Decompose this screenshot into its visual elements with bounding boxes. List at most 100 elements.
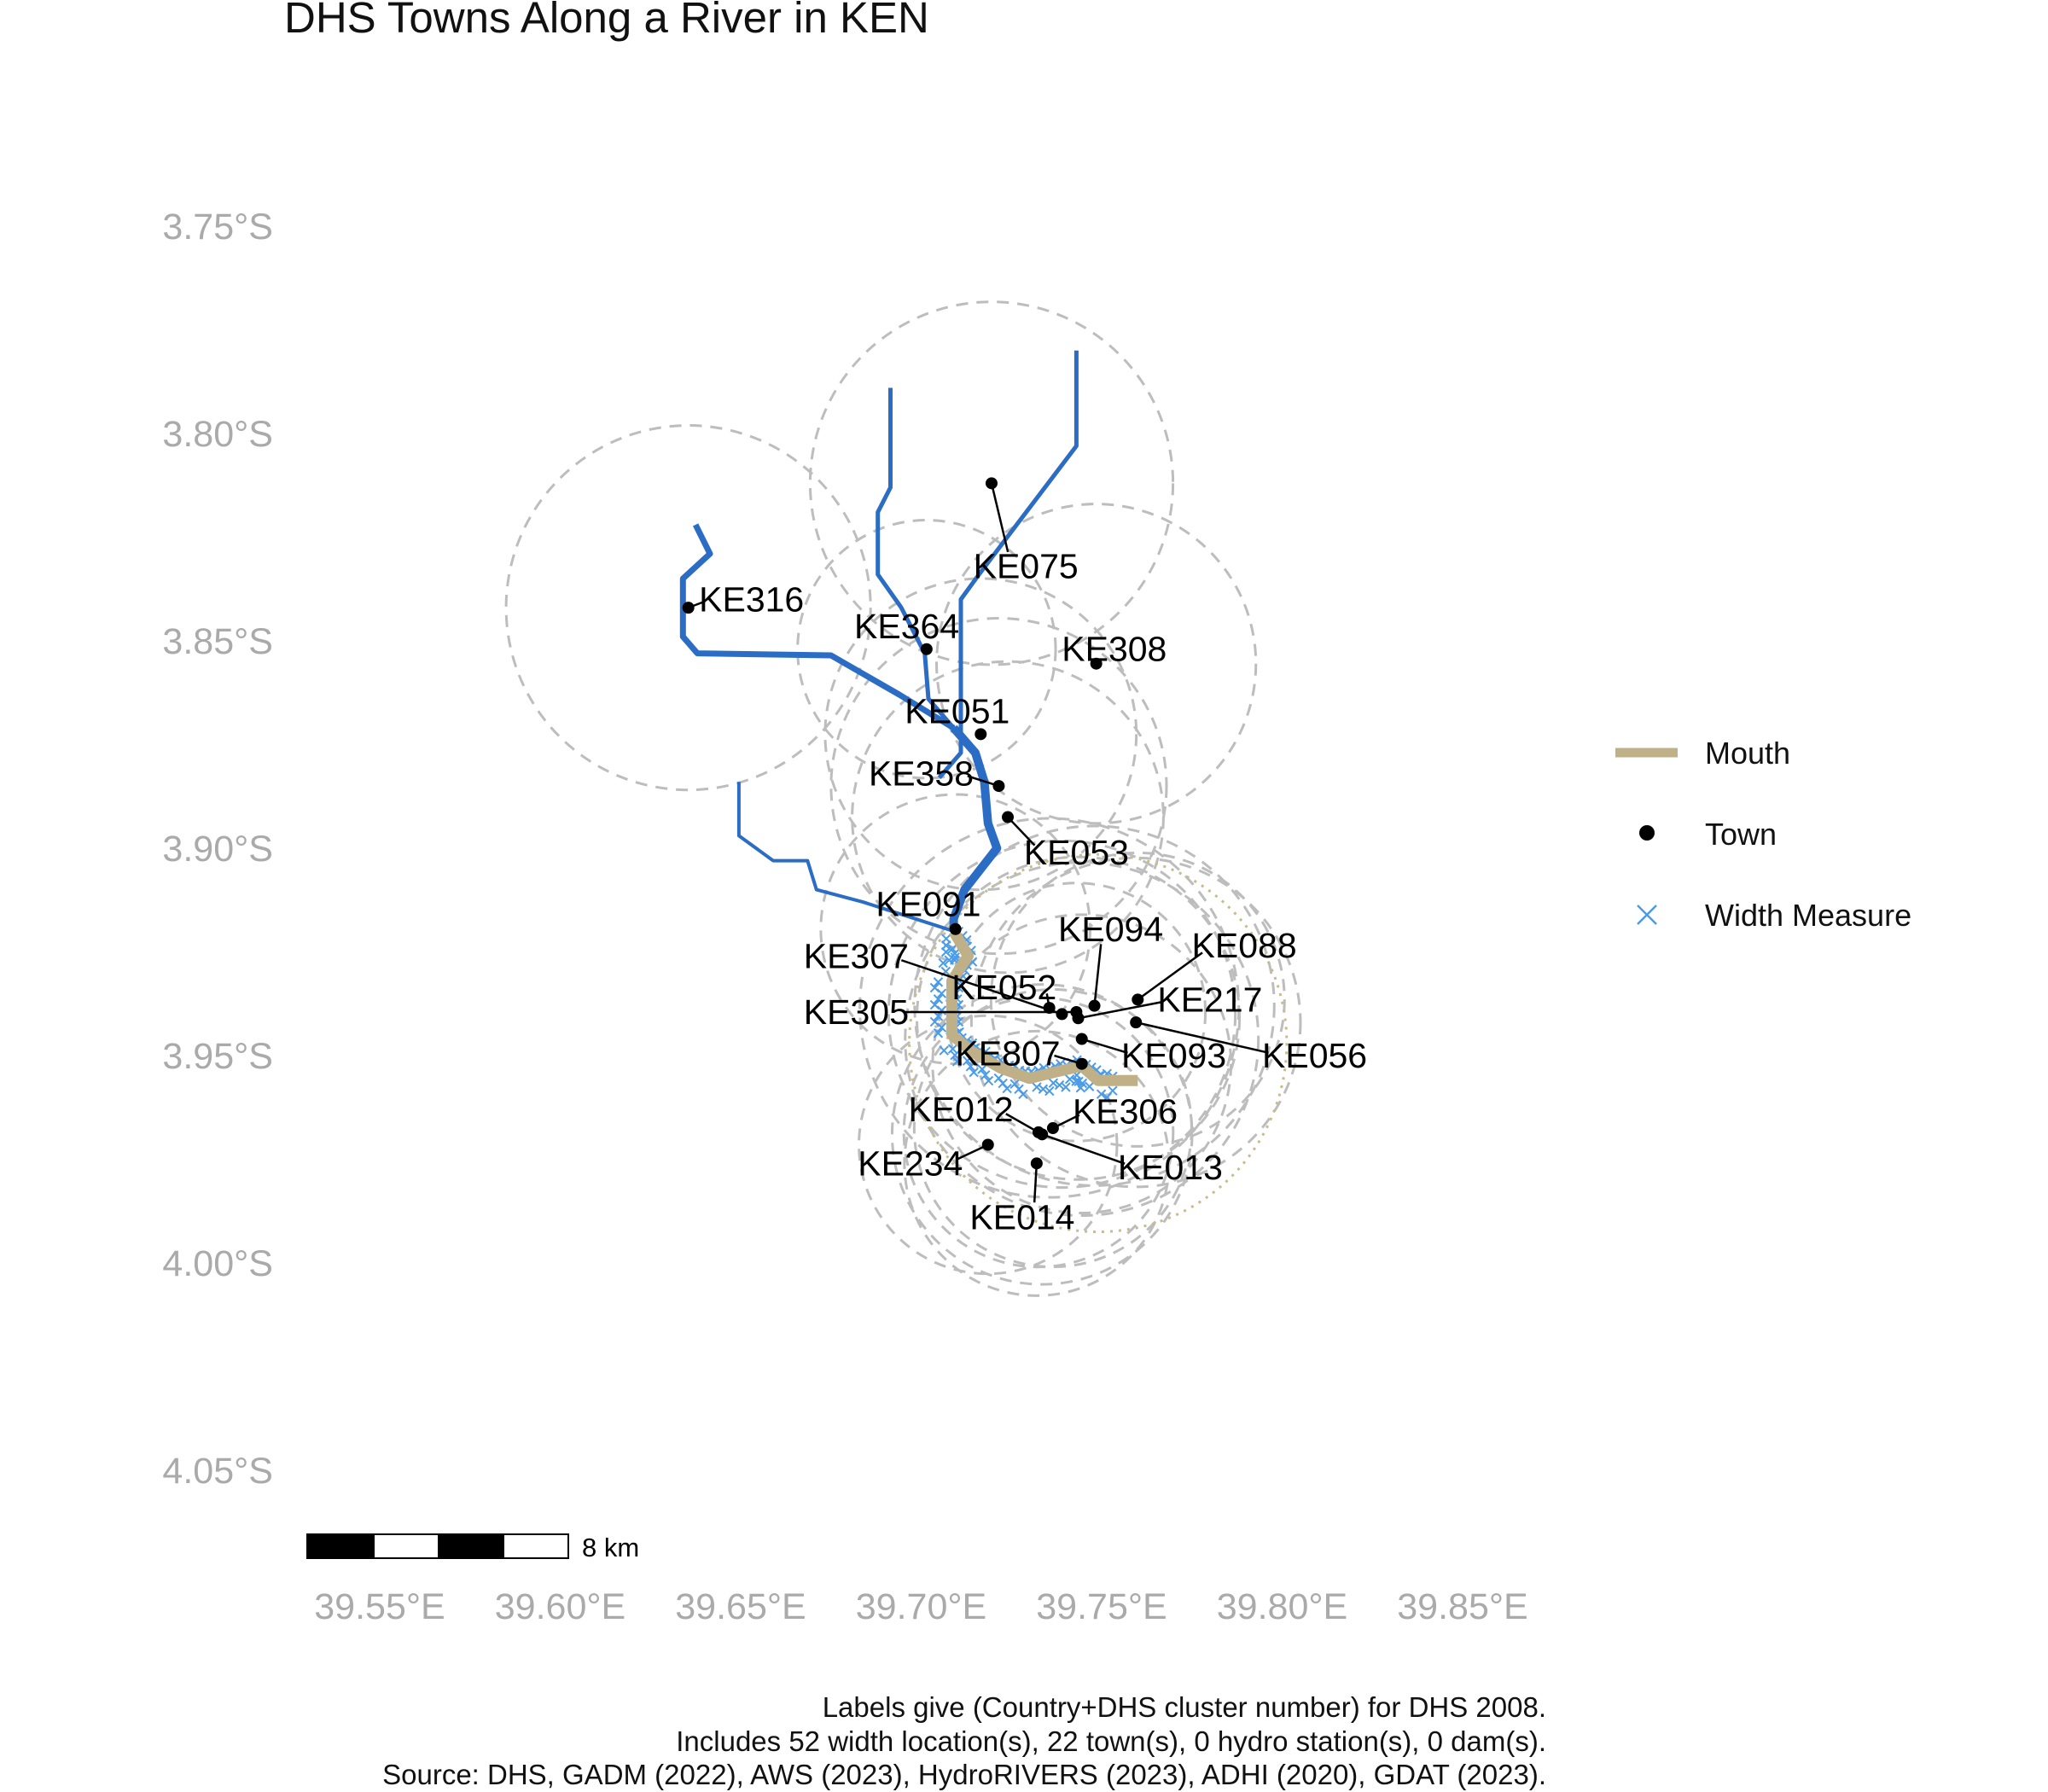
river-segment <box>679 523 956 731</box>
buffer-circle <box>823 577 1138 892</box>
scale-bar-segment <box>306 1533 375 1559</box>
river-mouth <box>946 928 1138 1086</box>
y-tick-label: 4.00°S <box>162 1243 273 1284</box>
mouth-buffer-circle <box>908 852 1289 1234</box>
width-measure-mark <box>938 957 948 969</box>
legend-town-label: Town <box>1705 817 1777 852</box>
x-tick-label: 39.65°E <box>675 1586 806 1627</box>
x-tick-label: 39.85°E <box>1397 1586 1527 1627</box>
buffer-circle <box>969 856 1302 1189</box>
width-measure-mark <box>940 946 951 957</box>
buffer-circle <box>504 424 872 792</box>
x-tick-label: 39.60°E <box>495 1586 625 1627</box>
river-network <box>679 350 1079 934</box>
width-measure-mark <box>1084 1081 1095 1091</box>
width-measure-mark <box>962 1056 973 1066</box>
width-measure-mark <box>947 944 957 954</box>
buffer-circle <box>904 861 1260 1218</box>
width-measure-mark <box>1044 1085 1055 1097</box>
town-label: KE306 <box>1073 1092 1178 1132</box>
y-tick-label: 3.90°S <box>162 829 273 870</box>
x-tick-label: 39.55°E <box>314 1586 445 1627</box>
width-measure-mark <box>936 1005 947 1015</box>
town-point <box>1090 657 1103 670</box>
town-point <box>1070 1005 1083 1018</box>
leader-line <box>1005 1113 1039 1133</box>
buffer-circle <box>829 617 1168 956</box>
river-segment <box>736 782 955 934</box>
width-measure-mark <box>1048 1078 1059 1088</box>
town-label: KE075 <box>974 547 1079 586</box>
width-measure-mark <box>1002 1083 1012 1094</box>
caption-line: Includes 52 width location(s), 22 town(s… <box>676 1725 1546 1757</box>
leader-line <box>900 959 1062 1015</box>
width-measure-mark <box>933 1028 944 1039</box>
width-measure-mark <box>951 1056 963 1067</box>
town-label: KE307 <box>804 936 909 975</box>
scale-bar-segment <box>438 1533 504 1559</box>
y-tick-label: 3.85°S <box>162 621 273 662</box>
leader-line <box>1007 816 1036 847</box>
town-point <box>992 780 1005 793</box>
buffer-circle <box>887 839 1237 1190</box>
town-point <box>1075 1033 1088 1045</box>
width-measure-mark <box>1096 1089 1107 1099</box>
width-measure-mark <box>936 1022 947 1033</box>
leader-line <box>990 483 1009 553</box>
town-label: KE014 <box>969 1198 1074 1237</box>
width-measure-mark <box>939 1045 949 1056</box>
y-tick-label: 3.95°S <box>162 1036 273 1077</box>
leader-line <box>1041 1133 1126 1165</box>
caption-line: Source: DHS, GADM (2022), AWS (2023), Hy… <box>382 1759 1546 1790</box>
width-measure-mark <box>1054 1079 1065 1091</box>
caption-line: Labels give (Country+DHS cluster number)… <box>823 1691 1546 1723</box>
scale-bar-label: 8 km <box>582 1533 639 1562</box>
width-measure-mark <box>933 977 944 987</box>
leader-line <box>1135 1021 1269 1054</box>
town-label: KE012 <box>908 1090 1013 1129</box>
width-measure-mark <box>969 1067 979 1078</box>
y-tick-label: 3.75°S <box>162 207 273 247</box>
mouth-buffer-circle <box>908 852 1289 1234</box>
buffer-circle <box>851 660 1165 975</box>
river-segment <box>937 350 1079 780</box>
river-segment <box>949 724 1002 932</box>
x-tick-label: 39.80°E <box>1217 1586 1347 1627</box>
map-title: DHS Towns Along a River in KEN <box>284 0 929 42</box>
buffer-circle <box>935 503 1258 825</box>
town-point <box>985 477 998 490</box>
town-point <box>682 602 695 614</box>
town-point <box>1030 1157 1043 1170</box>
town-point <box>949 922 962 935</box>
width-measure-mark <box>950 1050 960 1061</box>
legend-width-label: Width Measure <box>1705 898 1911 933</box>
buffer-circle <box>912 988 1193 1269</box>
buffer-circle <box>989 851 1286 1148</box>
leader-line <box>1093 944 1103 1006</box>
town-label: KE364 <box>854 607 959 646</box>
town-point <box>1046 1122 1059 1135</box>
x-tick-label: 39.75°E <box>1036 1586 1167 1627</box>
width-measure-mark <box>980 1070 991 1080</box>
town-point <box>1088 999 1101 1012</box>
width-measure-mark <box>983 1075 994 1086</box>
town-point <box>1130 1016 1143 1029</box>
width-measure-mark <box>965 1062 976 1072</box>
buffer-circles <box>504 300 1302 1297</box>
town-point <box>1075 1057 1088 1070</box>
town-label: KE305 <box>804 992 909 1032</box>
leader-line <box>1078 1000 1164 1020</box>
buffer-circle <box>890 983 1194 1286</box>
buffer-circle <box>808 300 1175 666</box>
legend-town-swatch <box>1639 825 1655 841</box>
town-label: KE091 <box>876 885 980 924</box>
buffer-circle <box>945 881 1207 1143</box>
leader-line <box>1137 951 1203 1001</box>
buffer-circle <box>931 913 1233 1215</box>
scale-bar-segment <box>373 1533 439 1559</box>
y-tick-label: 3.80°S <box>162 414 273 455</box>
buffer-circle <box>858 1014 1119 1276</box>
width-measure-mark <box>1018 1089 1028 1100</box>
buffer-circle <box>796 519 1057 780</box>
